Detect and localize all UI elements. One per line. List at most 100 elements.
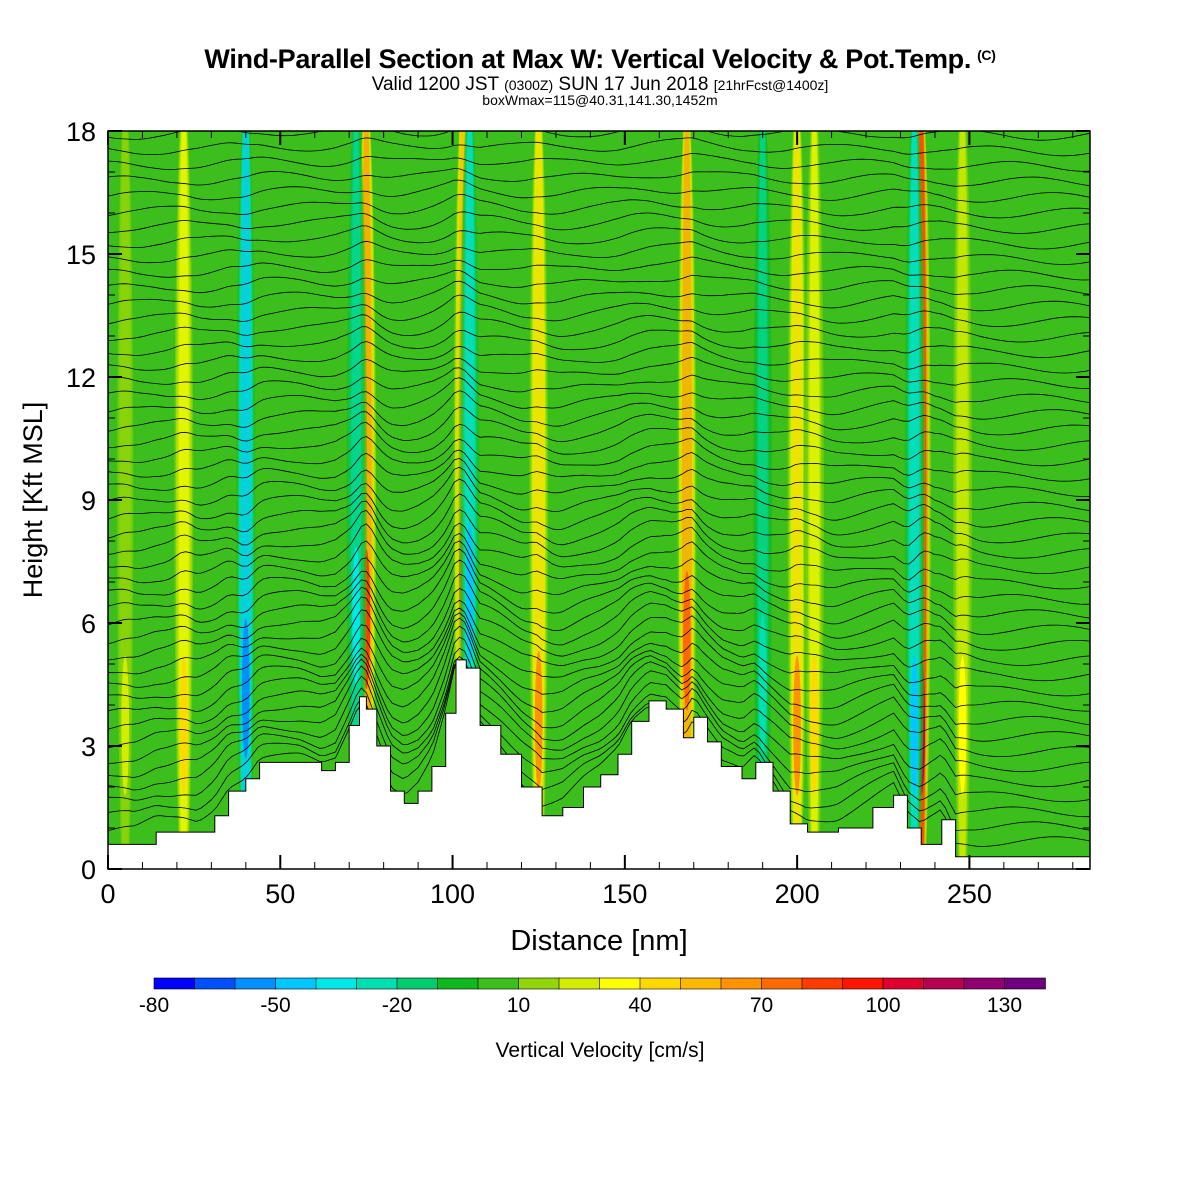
isentrope-line bbox=[108, 436, 1090, 482]
isentrope-line bbox=[108, 661, 1090, 832]
isentrope-line bbox=[108, 108, 1090, 125]
isentrope-line bbox=[108, 225, 1090, 250]
y-axis: 0 3 6 9 12 15 18 bbox=[66, 117, 1090, 885]
updraft-core bbox=[758, 613, 767, 754]
isentrope-line bbox=[108, 540, 1090, 619]
isentrope-line bbox=[108, 294, 1090, 327]
isentrope-line bbox=[108, 193, 1090, 219]
colorbar-swatch bbox=[275, 977, 317, 990]
isentrope-line bbox=[108, 421, 1090, 467]
colorbar-swatch bbox=[1004, 977, 1046, 990]
colorbar-swatch bbox=[437, 977, 479, 990]
isentrope-line bbox=[108, 466, 1090, 528]
colorbar-tick-label: 70 bbox=[750, 994, 773, 1017]
colorbar-swatch bbox=[801, 977, 844, 990]
isentrope-line bbox=[108, 211, 1090, 234]
isentrope-line bbox=[108, 449, 1090, 497]
potential-temperature-contours bbox=[108, 108, 1090, 847]
y-tick-label: 12 bbox=[66, 363, 96, 393]
colorbar-swatch bbox=[923, 977, 965, 990]
isentrope-line bbox=[108, 240, 1090, 265]
colorbar-tick-label: -20 bbox=[382, 994, 412, 1017]
isentrope-line bbox=[108, 662, 1090, 847]
colorbar-swatch bbox=[963, 977, 1006, 990]
isentrope-line bbox=[108, 617, 1090, 742]
y-tick-label: 6 bbox=[81, 609, 96, 639]
copyright-mark: (C) bbox=[977, 47, 996, 63]
updraft-core bbox=[810, 655, 819, 796]
y-axis-label: Height [Kft MSL] bbox=[18, 402, 48, 599]
isentrope-line bbox=[108, 168, 1090, 187]
colorbar-swatch bbox=[720, 977, 763, 990]
isentrope-line bbox=[108, 179, 1090, 203]
isentrope-line bbox=[108, 660, 1090, 818]
isentrope-line bbox=[108, 533, 1090, 605]
colorbar-tick-label: -50 bbox=[260, 994, 290, 1017]
isentrope-line bbox=[108, 599, 1090, 697]
isentrope-line bbox=[108, 367, 1090, 404]
colorbar-tick-label: 100 bbox=[865, 994, 900, 1017]
isentrope-line bbox=[108, 152, 1090, 172]
colorbar-swatch bbox=[356, 977, 398, 990]
valid-date: SUN 17 Jun 2018 bbox=[558, 74, 709, 95]
colorbar-tick-label: -80 bbox=[139, 994, 169, 1017]
x-axis-label: Distance [nm] bbox=[510, 925, 687, 957]
colorbar-tick-label: 40 bbox=[628, 994, 651, 1017]
isentrope-line bbox=[108, 625, 1090, 758]
chart-title-text: Wind-Parallel Section at Max W: Vertical… bbox=[204, 44, 972, 74]
x-tick-label: 50 bbox=[265, 879, 295, 909]
colorbar-swatch bbox=[599, 977, 641, 990]
isentrope-line bbox=[108, 326, 1090, 358]
colorbar-swatch bbox=[396, 977, 439, 990]
colorbar-swatch bbox=[518, 977, 560, 990]
colorbar-swatch bbox=[315, 977, 358, 990]
isentrope-line bbox=[108, 137, 1090, 157]
isentrope-line bbox=[108, 311, 1090, 343]
y-tick-label: 18 bbox=[66, 117, 96, 147]
isentrope-line bbox=[108, 390, 1090, 436]
isentrope-line bbox=[108, 522, 1090, 590]
chart-title: Wind-Parallel Section at Max W: Vertical… bbox=[0, 44, 1200, 75]
updraft-core bbox=[793, 655, 801, 796]
isentrope-line bbox=[108, 406, 1090, 451]
isentrope-line bbox=[108, 509, 1090, 575]
isentrope-line bbox=[108, 377, 1090, 420]
box-info: boxWmax=115@40.31,141.30,1452m bbox=[482, 92, 718, 108]
valid-utc: (0300Z) bbox=[504, 77, 554, 93]
x-tick-label: 0 bbox=[100, 879, 115, 909]
isentrope-line bbox=[108, 647, 1090, 788]
colorbar-swatch bbox=[234, 977, 277, 990]
updraft-core bbox=[534, 650, 543, 791]
isentrope-line bbox=[108, 478, 1090, 544]
plot-area bbox=[108, 108, 1090, 869]
y-tick-label: 15 bbox=[66, 240, 96, 270]
colorbar-swatch bbox=[882, 977, 925, 990]
terrain-mask bbox=[108, 659, 1090, 869]
colorbar-swatch bbox=[194, 977, 236, 990]
y-tick-label: 3 bbox=[81, 732, 96, 762]
colorbar: -80 -50 -20 10 40 70 100 130 bbox=[139, 977, 1046, 1017]
updraft-core bbox=[683, 570, 691, 711]
colorbar-tick-label: 10 bbox=[507, 994, 530, 1017]
colorbar-swatch bbox=[680, 977, 722, 990]
updraft-core bbox=[242, 618, 250, 759]
isentrope-line bbox=[108, 457, 1090, 512]
y-tick-label: 0 bbox=[81, 855, 96, 885]
colorbar-label: Vertical Velocity [cm/s] bbox=[496, 1039, 705, 1062]
isentrope-line bbox=[108, 607, 1090, 712]
isentrope-line bbox=[108, 256, 1090, 281]
isentrope-line bbox=[108, 636, 1090, 773]
isentrope-line bbox=[108, 131, 1090, 141]
isentrope-line bbox=[108, 356, 1090, 389]
updraft-core bbox=[958, 655, 967, 796]
updraft-core bbox=[121, 655, 129, 796]
colorbar-swatch bbox=[761, 977, 803, 990]
colorbar-swatch bbox=[639, 977, 682, 990]
isentrope-line bbox=[108, 573, 1090, 666]
updraft-core bbox=[910, 655, 919, 796]
isentrope-line bbox=[108, 612, 1090, 726]
forecast-info: [21hrFcst@1400z] bbox=[713, 77, 829, 93]
isentrope-line bbox=[108, 656, 1090, 803]
isentrope-line bbox=[108, 341, 1090, 374]
